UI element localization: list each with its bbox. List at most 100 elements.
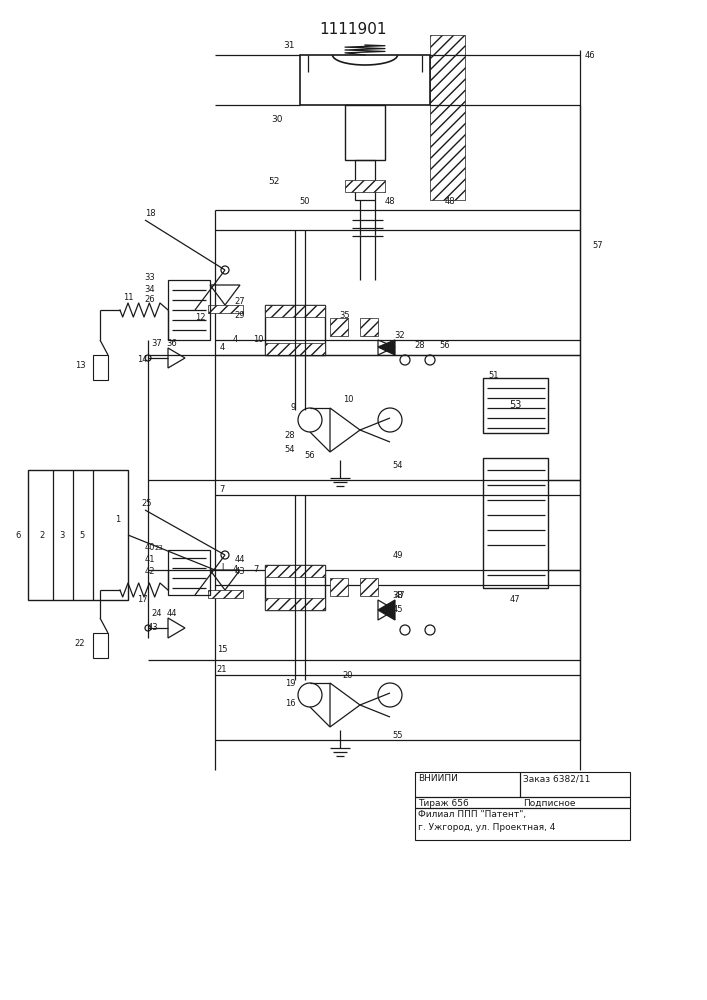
Bar (483, 458, 548, 588)
Bar (265, 598, 325, 610)
Text: 11: 11 (123, 294, 133, 302)
Text: 1111901: 1111901 (320, 22, 387, 37)
Text: 19: 19 (286, 678, 296, 688)
Text: 49: 49 (393, 550, 403, 560)
Text: Заказ 6382/11: Заказ 6382/11 (523, 774, 590, 783)
Text: 37: 37 (151, 338, 162, 348)
Bar (265, 565, 325, 610)
Bar (360, 578, 378, 596)
Bar (330, 318, 348, 336)
Text: 14: 14 (137, 356, 148, 364)
Text: 34: 34 (144, 284, 155, 294)
Text: 28: 28 (415, 340, 426, 350)
Text: 9: 9 (291, 403, 296, 412)
Text: 7: 7 (253, 566, 258, 574)
Text: 4: 4 (233, 336, 238, 344)
Text: 10: 10 (253, 336, 264, 344)
Bar (430, 35, 465, 200)
Text: 43: 43 (235, 568, 245, 576)
Text: Подписное: Подписное (523, 799, 575, 808)
Text: 48: 48 (385, 198, 395, 207)
Text: 47: 47 (395, 590, 405, 599)
Text: Филиал ППП "Патент",: Филиал ППП "Патент", (418, 810, 526, 819)
Bar (300, 55, 430, 105)
Text: l: l (221, 564, 223, 572)
Bar (265, 305, 325, 355)
Text: 57: 57 (592, 240, 602, 249)
Text: 38: 38 (392, 590, 404, 599)
Bar (208, 305, 243, 313)
Text: 26: 26 (144, 296, 155, 304)
Text: г. Ужгород, ул. Проектная, 4: г. Ужгород, ул. Проектная, 4 (418, 823, 556, 832)
Bar (415, 772, 630, 840)
Bar (330, 578, 348, 596)
Text: 15: 15 (217, 646, 227, 654)
Text: 30: 30 (271, 115, 283, 124)
Text: 13: 13 (75, 360, 86, 369)
Text: 4: 4 (233, 566, 238, 574)
Text: 16: 16 (286, 698, 296, 708)
Text: 56: 56 (305, 450, 315, 460)
Text: 47: 47 (510, 595, 520, 604)
Bar (265, 305, 325, 317)
Bar (355, 160, 375, 200)
Text: 4: 4 (219, 344, 225, 353)
Text: 55: 55 (393, 730, 403, 740)
Text: 21: 21 (217, 666, 227, 674)
Text: 40: 40 (144, 542, 155, 552)
Bar (265, 565, 325, 577)
Text: 7: 7 (219, 486, 225, 494)
Text: 50: 50 (300, 198, 310, 207)
Text: 17: 17 (137, 595, 148, 604)
Text: 18: 18 (145, 209, 156, 218)
Text: 42: 42 (144, 568, 155, 576)
Text: 43: 43 (147, 624, 158, 633)
Text: ВНИИПИ: ВНИИПИ (418, 774, 458, 783)
Text: 1: 1 (115, 516, 121, 524)
Bar (483, 378, 548, 433)
Text: 41: 41 (144, 556, 155, 564)
Text: 12: 12 (194, 314, 205, 322)
Text: 25: 25 (141, 498, 152, 508)
Bar (265, 343, 325, 355)
Text: 36: 36 (167, 338, 177, 348)
Text: 46: 46 (585, 50, 595, 60)
Text: 33: 33 (144, 272, 155, 282)
Text: 44: 44 (167, 608, 177, 617)
Text: 27: 27 (235, 298, 245, 306)
Text: 29: 29 (235, 310, 245, 320)
Text: 28: 28 (284, 430, 295, 440)
Bar (345, 105, 385, 160)
Text: 51: 51 (488, 370, 498, 379)
Text: 23: 23 (155, 545, 164, 551)
Text: 56: 56 (440, 340, 450, 350)
Text: 5: 5 (79, 530, 85, 540)
Text: 54: 54 (393, 460, 403, 470)
Text: 44: 44 (235, 556, 245, 564)
Polygon shape (378, 340, 395, 355)
Bar (168, 550, 210, 595)
Text: 22: 22 (75, 639, 86, 648)
Text: 52: 52 (269, 178, 280, 186)
Text: 48: 48 (445, 198, 455, 207)
Bar (345, 180, 385, 192)
Text: 32: 32 (395, 330, 405, 340)
Text: 45: 45 (393, 605, 403, 614)
Text: Тираж 656: Тираж 656 (418, 799, 469, 808)
Bar (28, 470, 128, 600)
Text: 6: 6 (16, 530, 21, 540)
Text: 2: 2 (40, 530, 45, 540)
Bar (93, 355, 108, 380)
Bar (93, 633, 108, 658)
Text: 24: 24 (151, 608, 162, 617)
Text: 53: 53 (509, 400, 521, 410)
Bar (208, 590, 243, 598)
Text: 3: 3 (59, 530, 64, 540)
Text: 54: 54 (284, 446, 295, 454)
Text: 20: 20 (343, 670, 354, 680)
Bar (168, 280, 210, 340)
Text: 31: 31 (284, 40, 295, 49)
Bar (360, 318, 378, 336)
Text: 35: 35 (339, 310, 350, 320)
Text: 10: 10 (343, 395, 354, 404)
